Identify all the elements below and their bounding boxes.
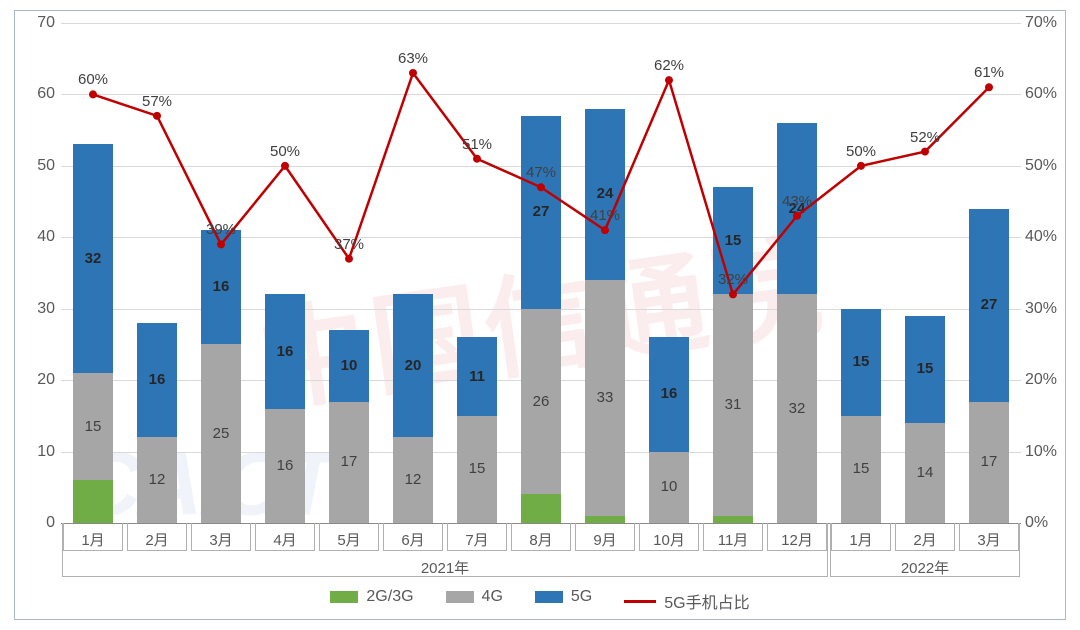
y-tick-right: 50% [1025, 157, 1065, 175]
y-tick-left: 20 [23, 371, 55, 389]
pct-label: 63% [398, 50, 428, 67]
pct-label: 50% [270, 143, 300, 160]
legend-label: 5G手机占比 [664, 589, 749, 613]
pct-label: 57% [142, 93, 172, 110]
y-tick-left: 60 [23, 85, 55, 103]
x-year-label: 2022年 [901, 557, 949, 578]
legend-item: 2G/3G [330, 588, 413, 606]
legend-swatch [624, 600, 656, 603]
y-tick-left: 30 [23, 300, 55, 318]
legend: 2G/3G 4G 5G 5G手机占比 [15, 588, 1065, 614]
y-tick-left: 10 [23, 443, 55, 461]
pct-label: 51% [462, 136, 492, 153]
value-labels-layer: 60% 57% 39% 50% 37% 63% 51% 47% 41% 62% 32% 43% 50% 5… [61, 23, 1021, 523]
y-tick-left: 0 [23, 514, 55, 532]
pct-label: 41% [590, 207, 620, 224]
pct-label: 37% [334, 236, 364, 253]
y-tick-left: 50 [23, 157, 55, 175]
y-tick-right: 60% [1025, 85, 1065, 103]
legend-swatch [330, 591, 358, 603]
pct-label: 52% [910, 129, 940, 146]
y-tick-right: 30% [1025, 300, 1065, 318]
x-year-label: 2021年 [421, 557, 469, 578]
pct-label: 47% [526, 164, 556, 181]
legend-label: 2G/3G [366, 588, 413, 606]
y-tick-right: 0% [1025, 514, 1065, 532]
legend-label: 4G [482, 588, 503, 606]
x-axis: 1月2月3月4月5月6月7月8月9月10月11月12月1月2月3月2021年20… [61, 523, 1021, 581]
pct-label: 60% [78, 71, 108, 88]
pct-label: 61% [974, 64, 1004, 81]
legend-label: 5G [571, 588, 592, 606]
y-tick-right: 40% [1025, 228, 1065, 246]
pct-label: 50% [846, 143, 876, 160]
pct-label: 32% [718, 271, 748, 288]
y-tick-right: 10% [1025, 443, 1065, 461]
chart-container: 中国信通院 CAICT 010203040506070 0%10%20%30%4… [14, 10, 1066, 620]
pct-label: 43% [782, 193, 812, 210]
legend-swatch [446, 591, 474, 603]
pct-label: 62% [654, 57, 684, 74]
y-tick-right: 20% [1025, 371, 1065, 389]
legend-item: 5G [535, 588, 592, 606]
plot-area: 010203040506070 0%10%20%30%40%50%60%70% … [61, 23, 1021, 523]
y-tick-right: 70% [1025, 14, 1065, 32]
legend-item: 4G [446, 588, 503, 606]
pct-label: 39% [206, 221, 236, 238]
y-tick-left: 70 [23, 14, 55, 32]
y-tick-left: 40 [23, 228, 55, 246]
legend-item: 5G手机占比 [624, 589, 749, 613]
legend-swatch [535, 591, 563, 603]
